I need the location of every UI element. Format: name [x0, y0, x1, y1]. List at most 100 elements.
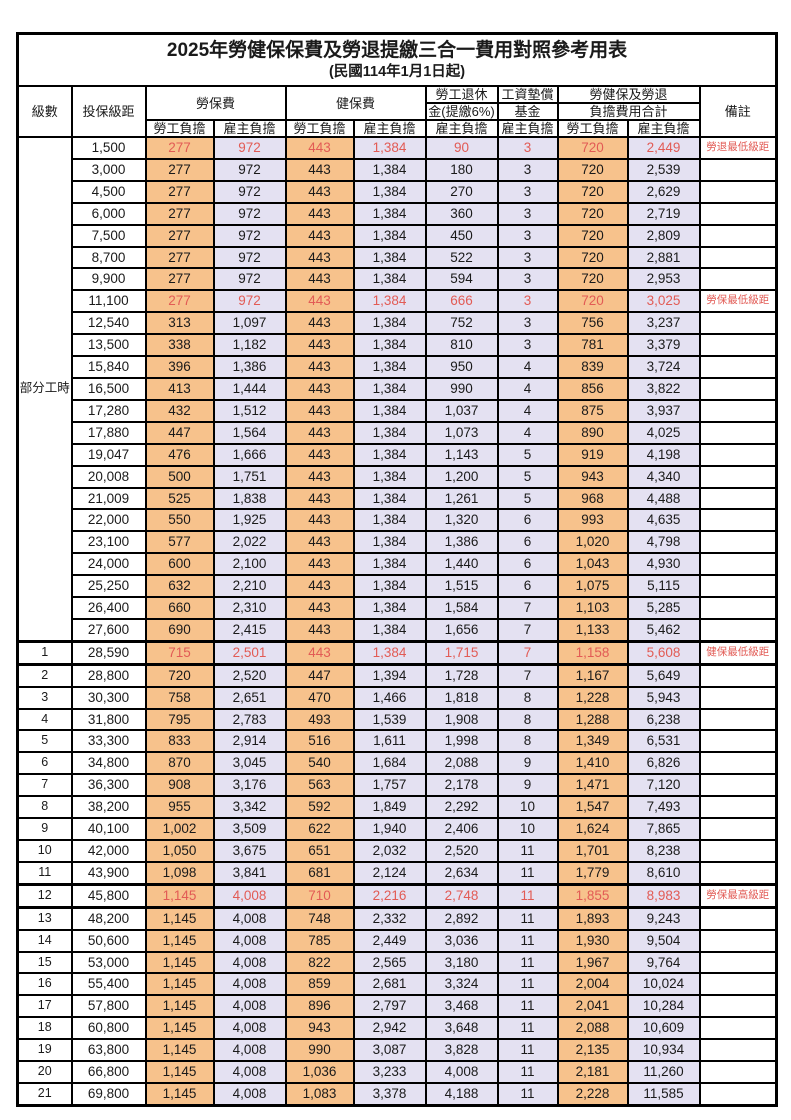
salary-cell: 60,800 [70, 1016, 147, 1041]
health-ins-employer-cell: 2,565 [352, 950, 427, 975]
total-employee-cell: 2,088 [556, 1016, 629, 1041]
wage-fund-employer-cell: 3 [496, 245, 559, 270]
level-cell: 16 [16, 972, 73, 997]
pension-employer-cell: 90 [424, 136, 499, 160]
wage-fund-employer-cell: 4 [496, 355, 559, 379]
health-ins-employer-cell: 1,384 [352, 486, 427, 511]
labor-ins-employee-cell: 447 [144, 420, 215, 445]
salary-cell: 66,800 [70, 1060, 147, 1084]
health-ins-employee-cell: 563 [284, 773, 355, 798]
wage-fund-employer-cell: 6 [496, 508, 559, 533]
total-employee-cell: 720 [556, 267, 629, 292]
health-ins-employee-cell: 1,036 [284, 1060, 355, 1084]
table-row: 17,880 447 1,564 443 1,384 1,073 4 890 4,025 [18, 420, 778, 445]
pension-employer-cell: 1,440 [424, 552, 499, 577]
health-ins-employer-cell: 1,384 [352, 596, 427, 620]
health-ins-employer-cell: 1,611 [352, 729, 427, 754]
health-ins-employer-cell: 1,384 [352, 639, 427, 666]
pension-employer-cell: 950 [424, 355, 499, 379]
labor-ins-employer-cell: 2,501 [212, 639, 287, 666]
pension-employer-cell: 450 [424, 223, 499, 248]
header-total-line2: 負擔費用合計 [556, 102, 701, 121]
labor-ins-employee-cell: 413 [144, 376, 215, 401]
labor-ins-employer-cell: 1,097 [212, 311, 287, 336]
health-ins-employee-cell: 470 [284, 685, 355, 710]
wage-fund-employer-cell: 11 [496, 882, 559, 909]
total-employer-cell: 2,629 [626, 179, 701, 204]
health-ins-employee-cell: 443 [284, 596, 355, 620]
pension-employer-cell: 752 [424, 311, 499, 336]
salary-cell: 53,000 [70, 950, 147, 975]
note-cell: 勞保最低級距 [698, 289, 778, 314]
pension-employer-cell: 2,634 [424, 860, 499, 886]
table-row: 4,500 277 972 443 1,384 270 3 720 2,629 [18, 179, 778, 204]
wage-fund-employer-cell: 3 [496, 311, 559, 336]
labor-ins-employer-cell: 4,008 [212, 882, 287, 909]
header-health-employer: 雇主負擔 [352, 119, 427, 138]
health-ins-employee-cell: 443 [284, 486, 355, 511]
note-cell [698, 773, 778, 798]
health-ins-employer-cell: 1,384 [352, 617, 427, 643]
health-ins-employer-cell: 2,942 [352, 1016, 427, 1041]
labor-ins-employee-cell: 277 [144, 136, 215, 160]
labor-ins-employee-cell: 476 [144, 442, 215, 467]
labor-ins-employer-cell: 2,520 [212, 663, 287, 688]
total-employee-cell: 781 [556, 333, 629, 358]
total-employee-cell: 2,228 [556, 1081, 629, 1107]
wage-fund-employer-cell: 11 [496, 1016, 559, 1041]
health-ins-employer-cell: 1,466 [352, 685, 427, 710]
pension-employer-cell: 1,715 [424, 639, 499, 666]
total-employee-cell: 2,041 [556, 994, 629, 1019]
pension-employer-cell: 1,386 [424, 530, 499, 555]
health-ins-employee-cell: 443 [284, 420, 355, 445]
level-cell: 14 [16, 928, 73, 953]
labor-ins-employee-cell: 1,145 [144, 882, 215, 909]
salary-cell: 6,000 [70, 201, 147, 226]
table-row: 7,500 277 972 443 1,384 450 3 720 2,809 [18, 223, 778, 248]
labor-ins-employer-cell: 3,176 [212, 773, 287, 798]
labor-ins-employer-cell: 972 [212, 289, 287, 314]
table-row: 22,000 550 1,925 443 1,384 1,320 6 993 4,635 [18, 508, 778, 533]
header-total-line1: 勞健保及勞退 [556, 85, 701, 104]
note-cell [698, 596, 778, 620]
total-employee-cell: 720 [556, 179, 629, 204]
table-row: 部分工時 1,500 277 972 443 1,384 90 3 720 2,449 勞退最低級距 [16, 135, 778, 643]
wage-fund-employer-cell: 7 [496, 639, 559, 666]
header-health-employee: 勞工負擔 [284, 119, 355, 138]
health-ins-employee-cell: 443 [284, 157, 355, 182]
health-ins-employee-cell: 622 [284, 817, 355, 841]
labor-ins-employer-cell: 4,008 [212, 994, 287, 1019]
health-ins-employer-cell: 2,681 [352, 972, 427, 997]
total-employee-cell: 1,471 [556, 773, 629, 798]
total-employer-cell: 10,024 [626, 972, 701, 997]
pension-employer-cell: 1,656 [424, 617, 499, 643]
labor-ins-employee-cell: 1,002 [144, 817, 215, 841]
total-employee-cell: 1,893 [556, 906, 629, 931]
pension-employer-cell: 360 [424, 201, 499, 226]
health-ins-employer-cell: 1,384 [352, 530, 427, 555]
wage-fund-employer-cell: 6 [496, 530, 559, 555]
health-ins-employee-cell: 443 [284, 245, 355, 270]
pension-employer-cell: 1,998 [424, 729, 499, 754]
table-row: 12 45,800 1,145 4,008 710 2,216 2,748 11 1,855 8,… [16, 882, 778, 909]
total-employer-cell: 7,865 [626, 817, 701, 841]
total-employee-cell: 1,930 [556, 928, 629, 953]
total-employee-cell: 1,855 [556, 882, 629, 909]
health-ins-employee-cell: 447 [284, 663, 355, 688]
table-row: 6 34,800 870 3,045 540 1,684 2,088 9 1,410 6,826 [16, 751, 778, 776]
pension-employer-cell: 3,036 [424, 928, 499, 953]
health-ins-employee-cell: 443 [284, 398, 355, 423]
note-cell [698, 817, 778, 841]
note-cell [698, 508, 778, 533]
table-row: 15 53,000 1,145 4,008 822 2,565 3,180 11 1,967 9,… [16, 950, 778, 975]
wage-fund-employer-cell: 10 [496, 817, 559, 841]
wage-fund-employer-cell: 7 [496, 663, 559, 688]
level-cell: 18 [16, 1016, 73, 1041]
note-cell [698, 617, 778, 643]
health-ins-employee-cell: 443 [284, 136, 355, 160]
page-title: 2025年勞健保保費及勞退提繳三合一費用對照參考用表 [166, 40, 628, 62]
header-salary-bracket: 投保級距 [70, 85, 147, 138]
salary-cell: 42,000 [70, 839, 147, 863]
labor-ins-employee-cell: 338 [144, 333, 215, 358]
health-ins-employee-cell: 516 [284, 729, 355, 754]
